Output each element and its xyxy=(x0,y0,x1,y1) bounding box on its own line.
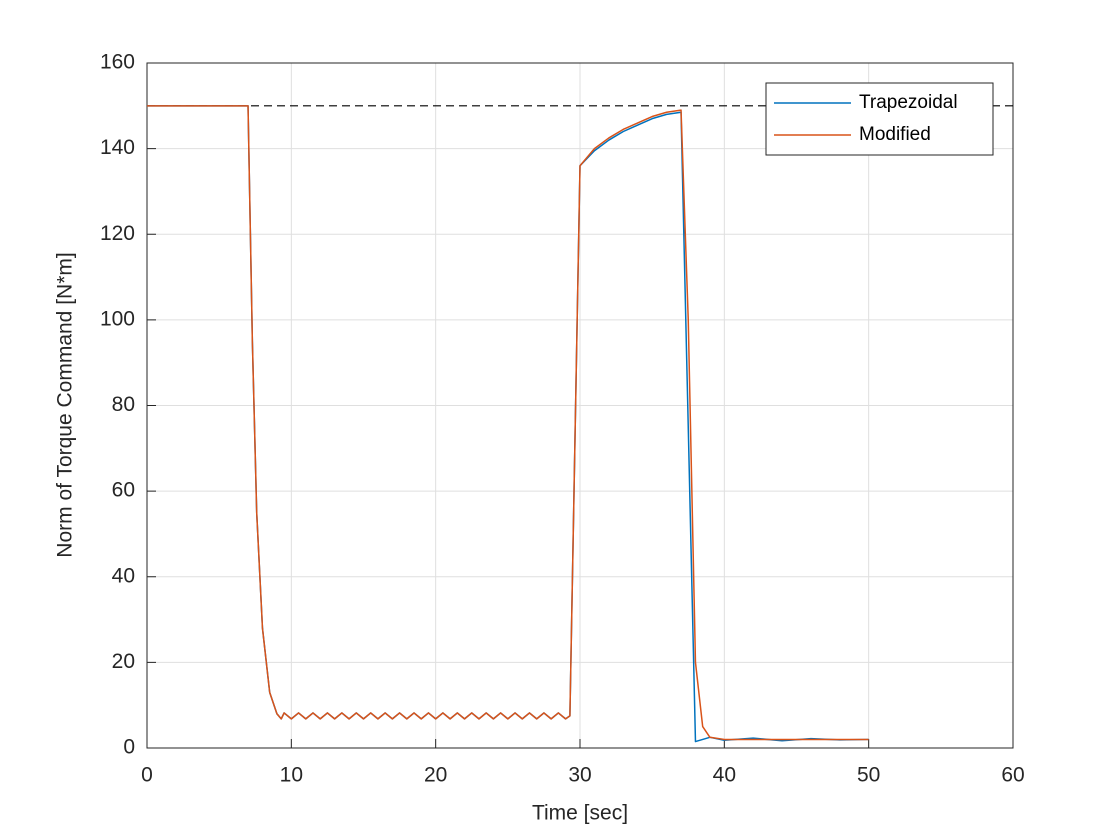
x-tick-label: 50 xyxy=(857,764,880,787)
plot-frame xyxy=(146,62,1014,749)
legend-box xyxy=(765,82,994,156)
y-tick-label: 80 xyxy=(112,393,135,416)
y-tick-label: 0 xyxy=(123,736,135,759)
y-tick-label: 140 xyxy=(100,136,135,159)
x-tick-label: 0 xyxy=(141,764,153,787)
y-tick-label: 100 xyxy=(100,307,135,330)
y-tick-label: 40 xyxy=(112,564,135,587)
y-tick-label: 60 xyxy=(112,479,135,502)
y-axis-label: Norm of Torque Command [N*m] xyxy=(54,252,77,557)
legend-label: Trapezoidal xyxy=(859,92,958,113)
legend-label: Modified xyxy=(859,124,931,145)
y-tick-label: 160 xyxy=(100,51,135,74)
x-tick-label: 40 xyxy=(713,764,736,787)
x-tick-label: 30 xyxy=(568,764,591,787)
x-tick-label: 10 xyxy=(280,764,303,787)
y-tick-label: 20 xyxy=(112,650,135,673)
y-tick-label: 120 xyxy=(100,222,135,245)
x-tick-label: 20 xyxy=(424,764,447,787)
x-tick-label: 60 xyxy=(1001,764,1024,787)
x-axis-label: Time [sec] xyxy=(532,802,628,825)
series-line xyxy=(147,105,869,741)
